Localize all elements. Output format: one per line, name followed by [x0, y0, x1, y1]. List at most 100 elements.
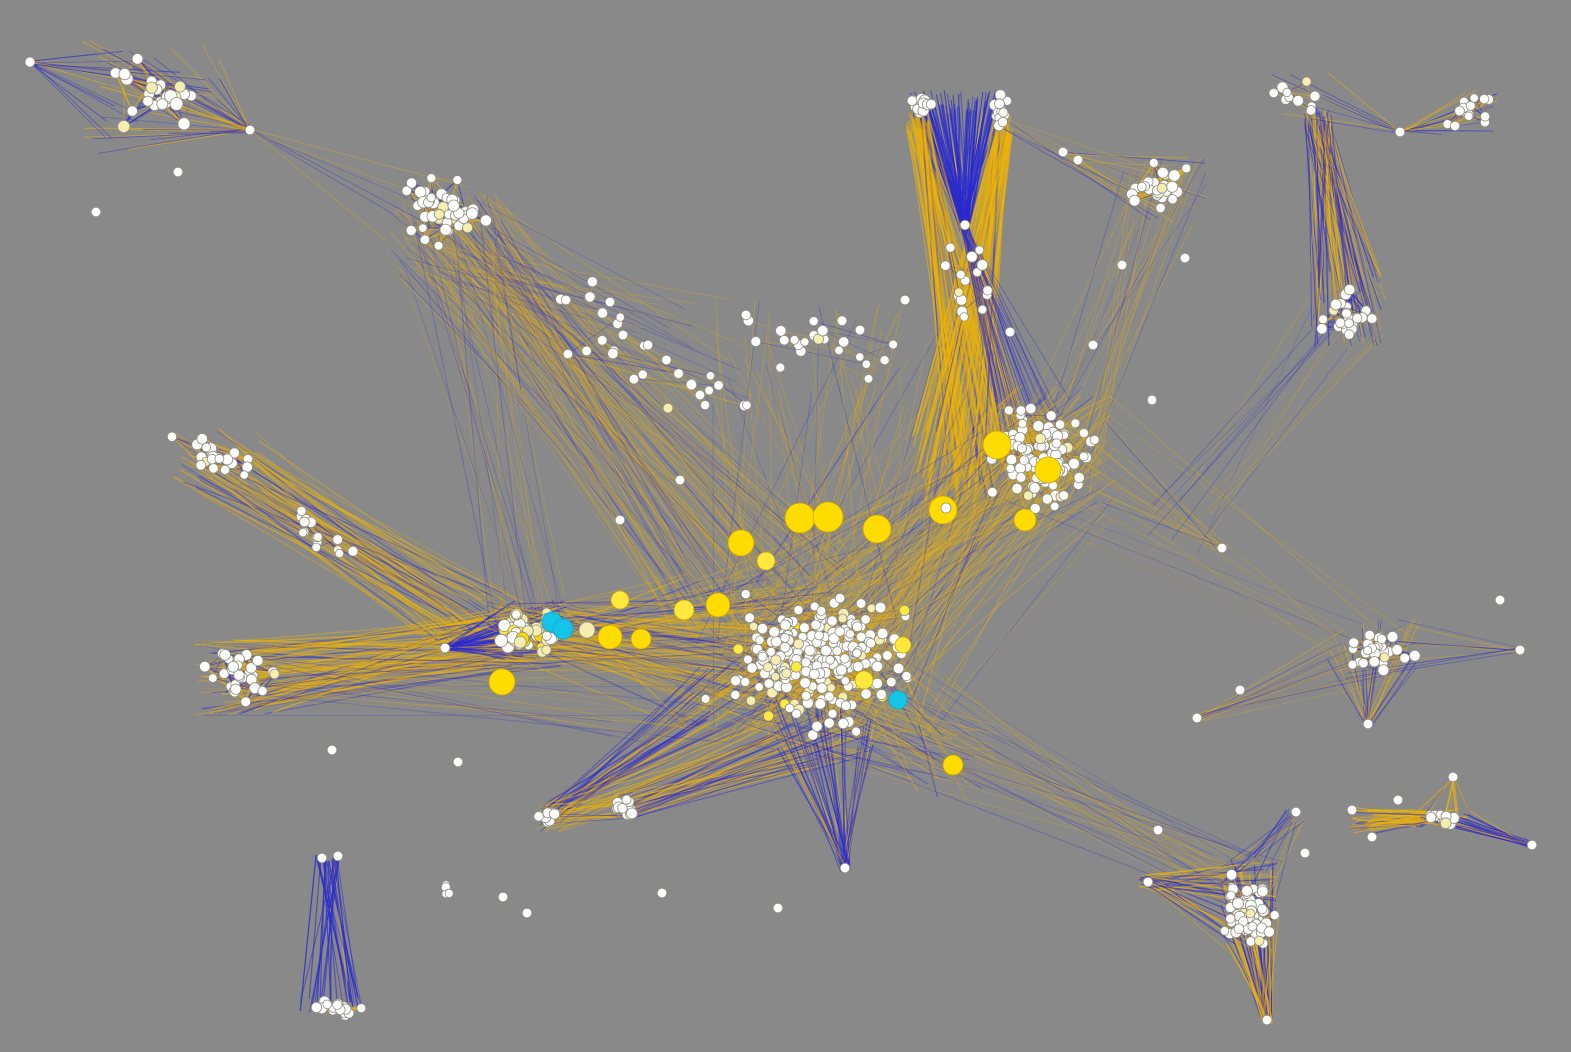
graph-node[interactable] — [1305, 105, 1317, 116]
graph-node[interactable] — [876, 627, 889, 640]
graph-node[interactable] — [311, 542, 322, 553]
graph-node[interactable] — [852, 661, 864, 673]
graph-node[interactable] — [994, 98, 1005, 110]
graph-node[interactable] — [744, 612, 755, 624]
graph-node[interactable] — [628, 374, 640, 385]
graph-node[interactable] — [840, 700, 852, 711]
graph-node[interactable] — [851, 726, 861, 737]
graph-node[interactable] — [177, 117, 191, 131]
graph-node[interactable] — [1343, 283, 1356, 296]
graph-node[interactable] — [332, 534, 344, 545]
graph-node[interactable] — [208, 463, 219, 474]
graph-node[interactable] — [1136, 182, 1147, 192]
graph-node[interactable] — [799, 622, 810, 634]
graph-node[interactable] — [252, 654, 264, 667]
graph-node[interactable] — [494, 633, 508, 648]
graph-node[interactable] — [1167, 194, 1178, 205]
graph-node[interactable] — [208, 673, 218, 683]
graph-node[interactable] — [257, 686, 268, 697]
graph-node[interactable] — [1148, 158, 1159, 168]
graph-node[interactable] — [414, 185, 427, 198]
graph-node[interactable] — [940, 260, 951, 271]
graph-node[interactable] — [860, 688, 872, 700]
graph-node[interactable] — [820, 644, 832, 657]
graph-node[interactable] — [199, 661, 211, 673]
graph-node[interactable] — [166, 431, 178, 442]
graph-node[interactable] — [742, 400, 752, 410]
graph-node[interactable] — [826, 683, 836, 693]
graph-node[interactable] — [835, 664, 848, 676]
graph-node[interactable] — [955, 269, 966, 280]
graph-node[interactable] — [881, 650, 893, 661]
graph-node[interactable] — [447, 199, 460, 212]
graph-node[interactable] — [433, 240, 444, 251]
graph-node[interactable] — [837, 613, 848, 624]
graph-node[interactable] — [713, 380, 724, 391]
graph-node[interactable] — [1344, 318, 1354, 329]
graph-node[interactable] — [462, 222, 474, 234]
graph-node[interactable] — [793, 605, 804, 616]
graph-node[interactable] — [763, 710, 775, 722]
graph-node[interactable] — [1343, 329, 1355, 340]
graph-node[interactable] — [195, 459, 207, 471]
graph-node[interactable] — [673, 368, 684, 379]
graph-node[interactable] — [1292, 94, 1304, 107]
graph-node[interactable] — [972, 267, 982, 278]
graph-node[interactable] — [740, 676, 751, 687]
graph-node[interactable] — [745, 695, 757, 706]
graph-node[interactable] — [1181, 163, 1192, 174]
graph-node[interactable] — [740, 589, 751, 600]
graph-node[interactable] — [816, 606, 827, 616]
graph-node[interactable] — [825, 655, 835, 665]
graph-node[interactable] — [748, 621, 759, 632]
graph-node[interactable] — [906, 95, 918, 106]
graph-node[interactable] — [959, 312, 969, 322]
graph-node[interactable] — [1341, 308, 1352, 319]
graph-node[interactable] — [227, 660, 240, 673]
graph-node[interactable] — [240, 696, 252, 707]
graph-node[interactable] — [685, 379, 698, 391]
graph-node[interactable] — [801, 691, 811, 701]
graph-node[interactable] — [997, 117, 1008, 128]
graph-node[interactable] — [954, 287, 964, 297]
graph-node[interactable] — [405, 177, 417, 189]
graph-node[interactable] — [296, 505, 307, 516]
graph-node[interactable] — [313, 532, 323, 542]
graph-node[interactable] — [976, 259, 989, 271]
graph-node[interactable] — [1156, 182, 1168, 194]
graph-node[interactable] — [814, 698, 827, 710]
graph-node[interactable] — [974, 245, 985, 255]
graph-node[interactable] — [1155, 202, 1166, 213]
graph-node[interactable] — [826, 615, 838, 627]
graph-node[interactable] — [834, 592, 846, 604]
graph-node[interactable] — [1479, 94, 1490, 105]
graph-node[interactable] — [142, 95, 154, 107]
graph-node[interactable] — [581, 345, 592, 357]
graph-node[interactable] — [746, 662, 758, 674]
graph-node[interactable] — [768, 626, 780, 638]
graph-node[interactable] — [925, 98, 937, 110]
graph-node[interactable] — [705, 371, 716, 381]
graph-node[interactable] — [855, 598, 867, 609]
graph-node[interactable] — [117, 120, 131, 134]
graph-node[interactable] — [839, 653, 850, 664]
graph-node[interactable] — [763, 678, 774, 689]
graph-node[interactable] — [405, 224, 417, 236]
graph-node[interactable] — [156, 98, 169, 111]
graph-node[interactable] — [1166, 180, 1179, 193]
graph-node[interactable] — [439, 223, 452, 236]
graph-node[interactable] — [732, 643, 744, 655]
graph-node[interactable] — [1301, 76, 1312, 87]
graph-node[interactable] — [584, 291, 596, 303]
graph-node[interactable] — [617, 329, 629, 341]
graph-node[interactable] — [596, 334, 608, 346]
graph-node[interactable] — [433, 208, 445, 220]
graph-node[interactable] — [452, 175, 463, 185]
graph-node[interactable] — [1330, 298, 1342, 311]
graph-node[interactable] — [823, 717, 835, 729]
graph-node[interactable] — [131, 53, 144, 65]
graph-node[interactable] — [871, 660, 883, 673]
graph-node[interactable] — [998, 107, 1009, 118]
graph-node[interactable] — [827, 708, 838, 719]
graph-node[interactable] — [1454, 105, 1465, 117]
